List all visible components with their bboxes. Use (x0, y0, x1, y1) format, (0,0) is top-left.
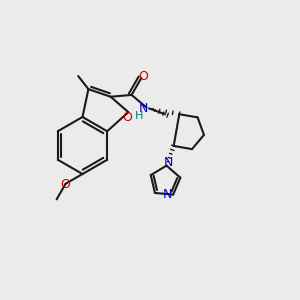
Text: H: H (135, 112, 143, 122)
Text: N: N (163, 155, 173, 169)
Text: O: O (60, 178, 70, 191)
Text: N: N (163, 188, 172, 201)
Text: O: O (122, 111, 132, 124)
Text: O: O (138, 70, 148, 83)
Text: N: N (139, 103, 148, 116)
